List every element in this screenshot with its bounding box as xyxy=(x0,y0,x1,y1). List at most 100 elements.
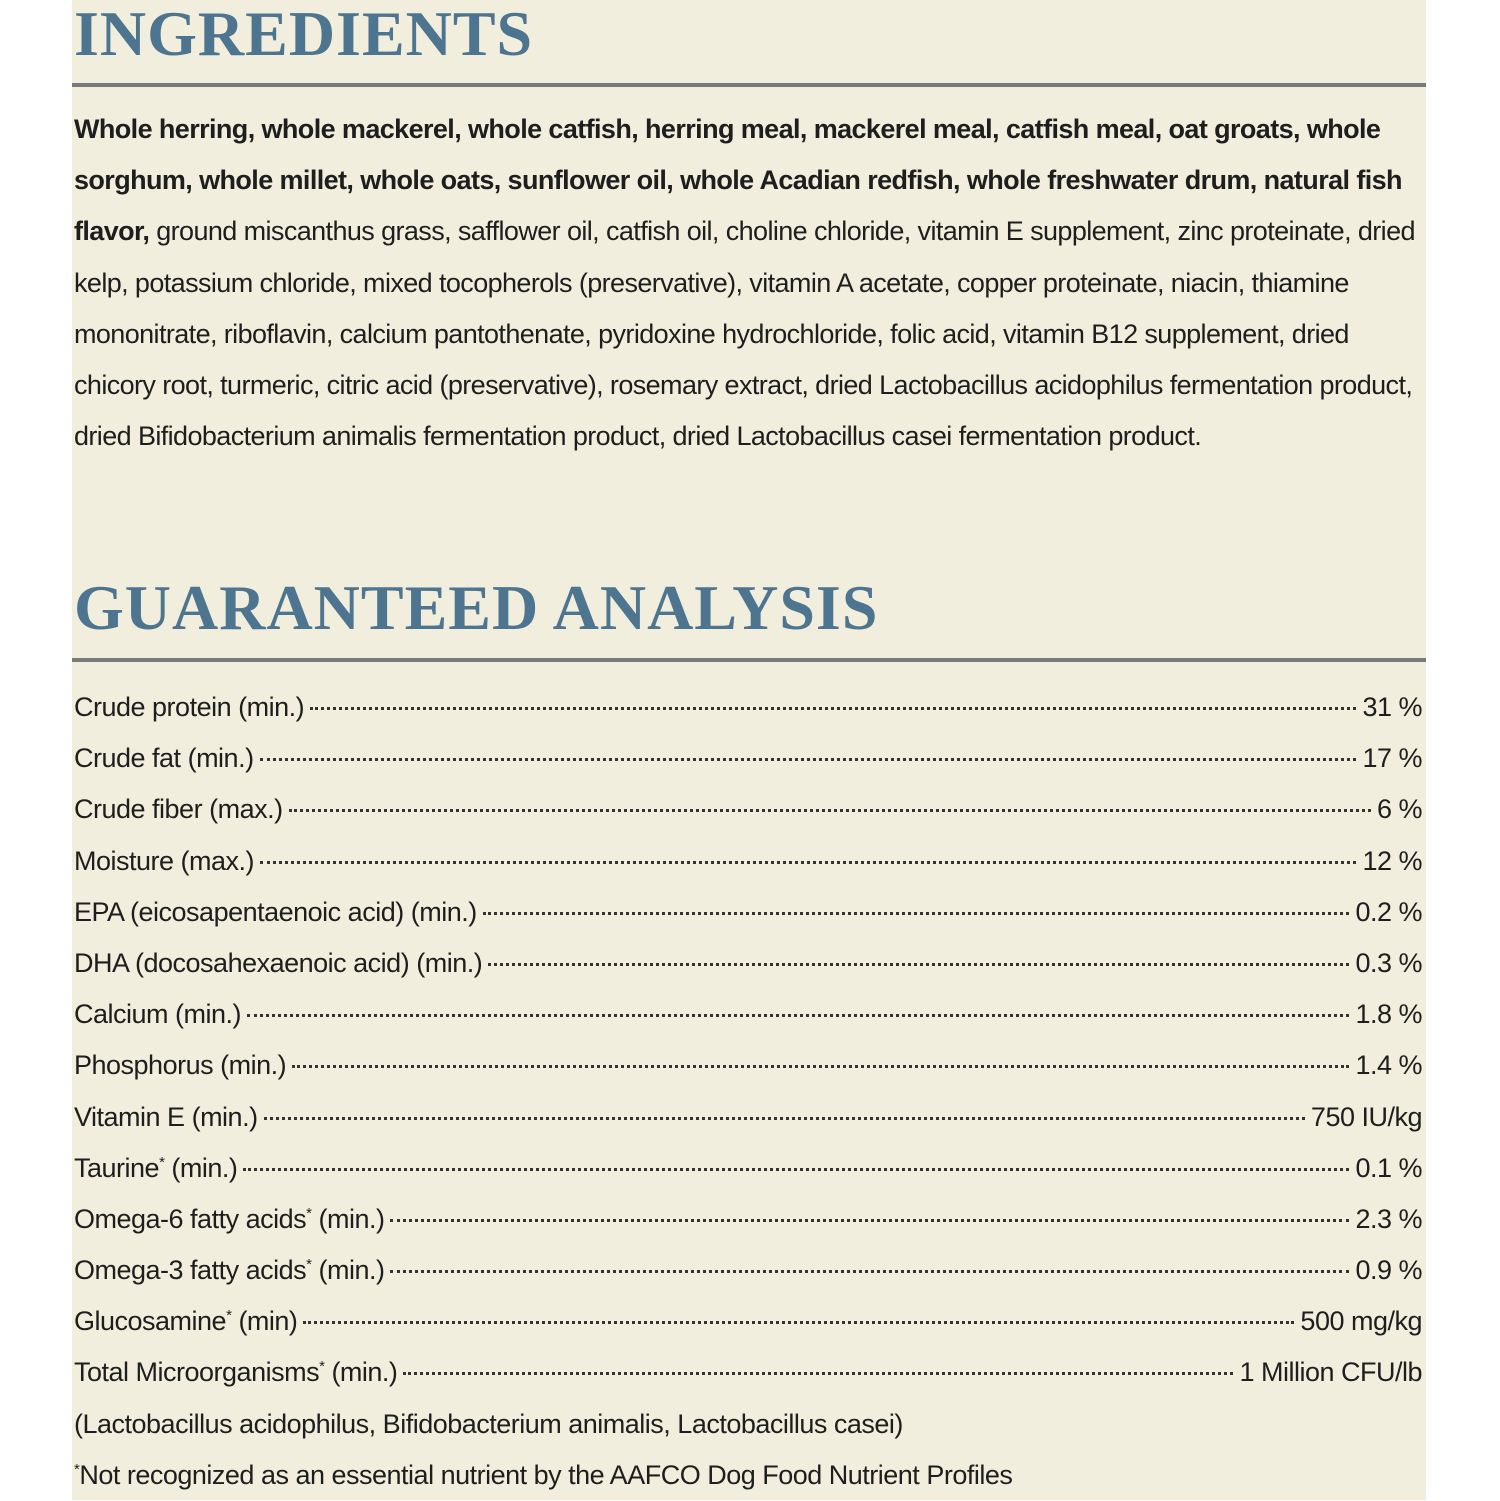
nutrient-qualifier: (min.) xyxy=(191,1101,259,1132)
nutrient-label: DHA (docosahexaenoic acid) (min.) xyxy=(74,938,483,989)
nutrient-value: 0.1 % xyxy=(1355,1152,1422,1183)
nutrient-label: Moisture (max.) xyxy=(74,836,255,887)
nutrient-name: EPA (eicosapentaenoic acid) xyxy=(74,896,404,927)
analysis-row: Crude fat (min.) 17 % xyxy=(74,733,1422,784)
ingredients-text: Whole herring, whole mackerel, whole cat… xyxy=(74,104,1419,462)
nutrient-value: 750 IU/kg xyxy=(1310,1101,1423,1132)
analysis-row: Moisture (max.) 12 % xyxy=(74,836,1422,887)
analysis-row: Phosphorus (min.) 1.4 % xyxy=(74,1040,1422,1091)
nutrient-name: Vitamin E xyxy=(74,1101,185,1132)
nutrient-qualifier: (min.) xyxy=(318,1203,385,1234)
nutrient-name: Total Microorganisms xyxy=(74,1357,320,1388)
rule xyxy=(72,83,1426,87)
analysis-row: Omega-6 fatty acids* (min.) 2.3 % xyxy=(74,1194,1422,1245)
nutrient-value: 6 % xyxy=(1376,794,1423,825)
rule xyxy=(72,658,1426,662)
nutrient-label: Crude fat (min.) xyxy=(74,733,254,784)
ingredients-title: INGREDIENTS xyxy=(74,0,534,69)
dot-leader xyxy=(259,758,1357,762)
nutrient-value: 2.3 % xyxy=(1355,1203,1422,1234)
nutrient-qualifier: (min.) xyxy=(331,1357,398,1388)
analysis-row: Calcium (min.) 1.8 % xyxy=(74,989,1422,1040)
dot-leader xyxy=(292,1065,1350,1069)
analysis-row: Glucosamine* (min) 500 mg/kg xyxy=(74,1296,1422,1347)
nutrient-name: Moisture xyxy=(74,845,174,876)
nutrient-qualifier: (min.) xyxy=(171,1152,238,1183)
analysis-row: Taurine* (min.) 0.1 % xyxy=(74,1143,1422,1194)
nutrient-qualifier: (min) xyxy=(238,1306,298,1337)
nutrient-name: Omega-6 fatty acids xyxy=(74,1203,307,1234)
nutrient-qualifier: (min.) xyxy=(238,692,305,722)
nutrient-name: Taurine xyxy=(74,1152,160,1183)
footnote-text: Not recognized as an essential nutrient … xyxy=(79,1459,1013,1490)
nutrient-qualifier: (max.) xyxy=(180,845,255,876)
nutrient-label: Omega-3 fatty acids* (min.) xyxy=(74,1245,385,1296)
footnote-mark: * xyxy=(159,1153,165,1171)
nutrient-qualifier: (min.) xyxy=(416,947,483,978)
nutrient-value: 0.9 % xyxy=(1355,1255,1422,1286)
footnote: *Not recognized as an essential nutrient… xyxy=(74,1450,1422,1501)
footnote-mark: * xyxy=(306,1256,312,1274)
nutrient-value: 17 % xyxy=(1362,743,1422,774)
nutrient-name: Glucosamine xyxy=(74,1306,227,1337)
nutrient-name: Phosphorus xyxy=(74,1050,214,1081)
dot-leader xyxy=(243,1167,1350,1171)
dot-leader xyxy=(403,1372,1234,1376)
analysis-title: GUARANTEED ANALYSIS xyxy=(74,572,879,643)
nutrient-name: Crude fiber xyxy=(74,794,203,825)
nutrient-qualifier: (min.) xyxy=(220,1050,287,1081)
nutrient-label: Total Microorganisms* (min.) xyxy=(74,1347,398,1398)
analysis-row: Vitamin E (min.) 750 IU/kg xyxy=(74,1092,1423,1143)
dot-leader xyxy=(390,1218,1350,1222)
nutrient-value: 1.8 % xyxy=(1355,999,1422,1030)
nutrient-label: Omega-6 fatty acids* (min.) xyxy=(74,1194,385,1245)
dot-leader xyxy=(390,1270,1350,1274)
dot-leader xyxy=(288,809,1371,813)
nutrient-qualifier: (max.) xyxy=(209,794,283,825)
panel: INGREDIENTS Whole herring, whole mackere… xyxy=(72,0,1426,1500)
nutrient-label: Vitamin E (min.) xyxy=(74,1092,258,1143)
nutrient-value: 0.3 % xyxy=(1355,947,1422,978)
analysis-row: DHA (docosahexaenoic acid) (min.) 0.3 % xyxy=(74,938,1422,989)
dot-leader xyxy=(260,860,1357,864)
nutrient-value: 1.4 % xyxy=(1355,1050,1422,1081)
footnote-mark: * xyxy=(74,1460,80,1478)
nutrient-name: Crude fat xyxy=(74,743,181,774)
ingredients-bold: Whole herring, whole mackerel, whole cat… xyxy=(74,114,1403,247)
footnote-mark: * xyxy=(319,1358,325,1376)
nutrient-qualifier: (min.) xyxy=(175,999,242,1030)
analysis-row: Crude protein (min.) 31 % xyxy=(74,682,1422,733)
nutrient-label: Calcium (min.) xyxy=(74,989,242,1040)
ingredients-regular: ground miscanthus grass, safflower oil, … xyxy=(74,216,1416,452)
analysis-row: Crude fiber (max.) 6 % xyxy=(74,784,1423,835)
nutrient-qualifier: (min.) xyxy=(318,1255,385,1286)
analysis-row: Total Microorganisms* (min.) 1 Million CF… xyxy=(74,1347,1422,1398)
analysis-table: Crude protein (min.) 31 % Crude fat (min.)… xyxy=(74,682,1423,1501)
nutrient-value: 0.2 % xyxy=(1355,896,1422,927)
nutrient-value: 12 % xyxy=(1362,845,1422,876)
nutrient-name: DHA (docosahexaenoic acid) xyxy=(74,947,410,978)
dot-leader xyxy=(482,911,1350,915)
nutrient-label: EPA (eicosapentaenoic acid) (min.) xyxy=(74,887,477,938)
nutrient-name: Crude protein xyxy=(74,692,232,722)
nutrient-value: 500 mg/kg xyxy=(1300,1306,1422,1337)
dot-leader xyxy=(247,1014,1350,1018)
nutrient-name: Omega-3 fatty acids xyxy=(74,1255,307,1286)
footnote-mark: * xyxy=(226,1307,232,1325)
nutrient-label: Taurine* (min.) xyxy=(74,1143,238,1194)
nutrient-value: 31 % xyxy=(1362,692,1422,722)
strains: (Lactobacillus acidophilus, Bifidobacter… xyxy=(74,1408,903,1439)
nutrient-qualifier: (min.) xyxy=(187,743,255,774)
nutrient-label: Crude fiber (max.) xyxy=(74,784,283,835)
analysis-row: EPA (eicosapentaenoic acid) (min.) 0.2 % xyxy=(74,887,1422,938)
nutrient-qualifier: (min.) xyxy=(410,896,478,927)
nutrient-value: 1 Million CFU/lb xyxy=(1239,1357,1422,1388)
nutrient-label: Glucosamine* (min) xyxy=(74,1296,298,1347)
dot-leader xyxy=(303,1321,1295,1325)
dot-leader xyxy=(488,962,1350,966)
nutrient-name: Calcium xyxy=(74,999,169,1030)
dot-leader xyxy=(263,1116,1305,1120)
analysis-row: Omega-3 fatty acids* (min.) 0.9 % xyxy=(74,1245,1422,1296)
dot-leader xyxy=(310,707,1357,710)
nutrient-label: Crude protein (min.) xyxy=(74,682,305,733)
